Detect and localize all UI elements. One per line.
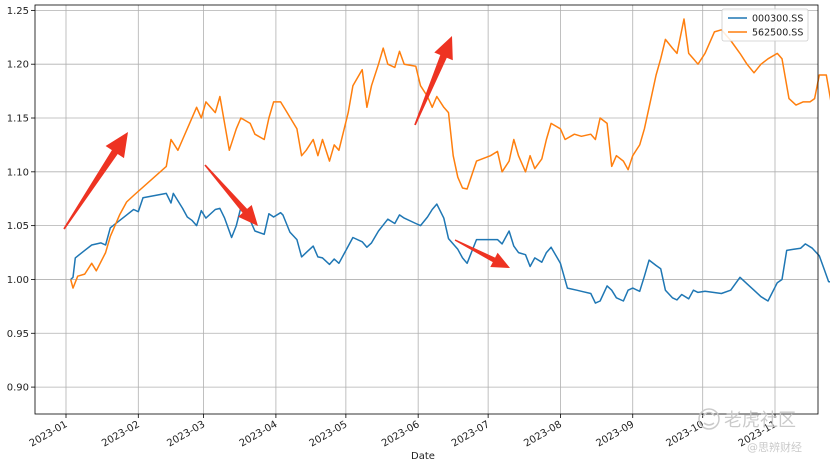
tick-labels: 2023-01 2023-02 2023-03 2023-04 2023-05 2023-… — [7, 6, 779, 450]
y-tick-label: 1.05 — [7, 221, 29, 232]
axes — [31, 4, 819, 418]
x-tick-label: 2023-01 — [28, 419, 70, 449]
y-tick-label: 1.25 — [7, 6, 29, 17]
watermark-logo-text: 老虎社区 — [724, 410, 796, 431]
x-tick-label: 2023-02 — [100, 419, 142, 449]
legend: 000300.SS 562500.SS — [721, 8, 809, 42]
y-tick-label: 1.00 — [7, 275, 29, 286]
y-tick-label: 1.10 — [7, 167, 29, 178]
legend-label-562500: 562500.SS — [752, 28, 803, 39]
series-line-562500-ss — [69, 18, 830, 289]
legend-box — [721, 8, 809, 42]
series-group — [69, 18, 830, 304]
x-tick-label: 2023-03 — [165, 419, 207, 449]
watermark-handle-text: @思辨财经 — [747, 440, 802, 454]
y-tick-label: 1.20 — [7, 60, 29, 71]
arrow-icon — [454, 239, 510, 268]
arrow-icon — [204, 164, 258, 226]
y-tick-label: 0.95 — [7, 329, 29, 340]
plot-frame — [34, 4, 819, 415]
x-tick-label: 2023-05 — [308, 419, 350, 449]
y-tick-label: 0.90 — [7, 383, 29, 394]
watermark: 老虎社区 @思辨财经 — [698, 408, 802, 454]
grid — [35, 5, 818, 414]
arrow-icon — [414, 36, 453, 126]
x-tick-label: 2023-07 — [450, 419, 492, 449]
y-tick-label: 1.15 — [7, 114, 29, 125]
series-line-000300-ss — [70, 192, 830, 304]
annotation-arrows — [63, 36, 510, 268]
legend-label-000300: 000300.SS — [752, 14, 803, 25]
x-tick-label: 2023-08 — [522, 419, 564, 449]
x-tick-label: 2023-04 — [238, 419, 280, 449]
x-axis-label: Date — [411, 451, 435, 462]
x-tick-label: 2023-06 — [380, 419, 422, 449]
x-tick-label: 2023-09 — [595, 419, 637, 449]
tiger-logo-icon — [698, 408, 720, 430]
arrow-icon — [63, 132, 128, 230]
